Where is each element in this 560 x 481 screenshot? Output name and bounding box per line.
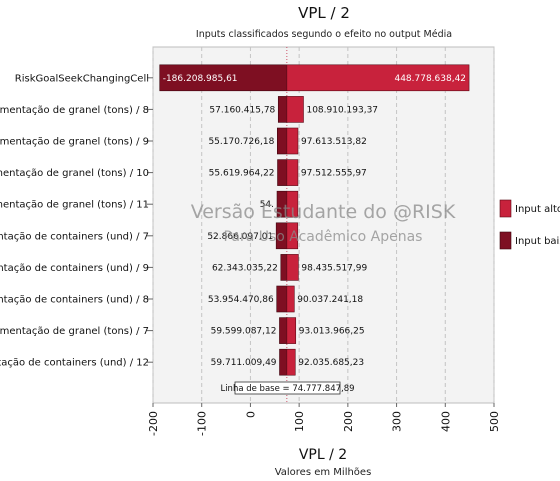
value-label-low: 62.343.035,22 bbox=[212, 263, 278, 273]
category-label: Movimentação de containers (und) / 9 bbox=[0, 263, 149, 274]
bar-low bbox=[280, 254, 288, 281]
chart-subtitle: Inputs classificados segundo o efeito no… bbox=[196, 29, 452, 40]
x-tick-label: -100 bbox=[196, 411, 209, 436]
bar-low bbox=[277, 96, 288, 123]
value-label-low: 57.160.415,78 bbox=[209, 105, 275, 115]
x-tick-label: 400 bbox=[439, 411, 452, 432]
legend-label-high: Input alto bbox=[515, 204, 560, 215]
bar-low bbox=[159, 64, 288, 92]
category-label: Movimentação de granel (tons) / 8 bbox=[0, 105, 149, 116]
legend-label-low: Input baixo bbox=[515, 236, 560, 247]
category-label: Movimentação de granel (tons) / 10 bbox=[0, 168, 149, 179]
category-label: Movimentação de containers (und) / 12 bbox=[0, 358, 149, 369]
baseline-box: Linha de base = 74.777.847,89 bbox=[220, 381, 355, 395]
watermark-line2: Para Uso Acadêmico Apenas bbox=[224, 229, 423, 245]
category-label: Movimentação de granel (tons) / 9 bbox=[0, 137, 149, 148]
x-axis-title: VPL / 2 bbox=[299, 447, 347, 463]
value-label-low: 52.866.097,01 bbox=[207, 232, 273, 242]
bar-high bbox=[286, 285, 295, 313]
value-label-high: 93.013.966,25 bbox=[299, 327, 365, 337]
category-label: Movimentação de containers (und) / 8 bbox=[0, 295, 149, 306]
plot-area bbox=[152, 46, 495, 404]
bar-high bbox=[286, 127, 299, 155]
value-label-high: 97.613.513,82 bbox=[301, 137, 367, 147]
value-label-low: 54. bbox=[260, 200, 274, 210]
legend: Input alto Input baixo bbox=[499, 199, 560, 250]
value-label-high: 97.512.555,97 bbox=[301, 169, 367, 179]
x-tick-label: 100 bbox=[293, 411, 306, 432]
value-label-low: -186.208.985,61 bbox=[163, 74, 238, 84]
bar-high bbox=[286, 317, 297, 344]
bar-low bbox=[277, 127, 288, 155]
category-label: Movimentação de containers (und) / 7 bbox=[0, 231, 149, 242]
bar-low bbox=[279, 317, 288, 344]
legend-swatch-high bbox=[499, 199, 512, 218]
bar-high bbox=[286, 159, 299, 186]
x-axis-subtitle: Valores em Milhões bbox=[275, 467, 372, 478]
baseline-label: Linha de base = 74.777.847,89 bbox=[220, 384, 354, 394]
value-label-high: 90.037.241,18 bbox=[297, 295, 363, 305]
bar-high bbox=[286, 348, 296, 376]
watermark: Versão Estudante do @RISK Para Uso Acadê… bbox=[191, 201, 456, 245]
bar-low bbox=[279, 348, 288, 376]
x-tick-labels: -200 -100 0 100 200 300 400 500 bbox=[147, 403, 501, 436]
category-label: Movimentação de granel (tons) / 11 bbox=[0, 200, 149, 211]
bar-high bbox=[286, 96, 304, 123]
x-tick-label: 200 bbox=[342, 411, 355, 432]
bar-high bbox=[286, 254, 299, 281]
bars-group bbox=[159, 64, 470, 376]
value-label-low: 59.711.009,49 bbox=[211, 358, 277, 368]
value-label-high: 448.778.638,42 bbox=[394, 74, 466, 84]
chart-title: VPL / 2 bbox=[298, 4, 350, 22]
bar-low bbox=[277, 159, 288, 186]
value-label-low: 55.170.726,18 bbox=[208, 137, 274, 147]
value-label-low: 53.954.470,86 bbox=[208, 295, 274, 305]
bar-high bbox=[286, 64, 470, 92]
value-labels: -186.208.985,61 448.778.638,42 57.160.415,… bbox=[163, 74, 466, 368]
value-label-high: 98.435.517,99 bbox=[301, 263, 367, 273]
bar-low bbox=[276, 285, 288, 313]
watermark-line1: Versão Estudante do @RISK bbox=[191, 201, 456, 223]
x-tick-label: -200 bbox=[147, 411, 160, 436]
category-label: RiskGoalSeekChangingCell bbox=[15, 73, 149, 84]
x-tick-label: 300 bbox=[391, 411, 404, 432]
x-tick-label: 500 bbox=[488, 411, 501, 432]
value-label-high: 92.035.685,23 bbox=[298, 358, 364, 368]
value-label-low: 59.599.087,12 bbox=[211, 327, 277, 337]
value-label-low: 55.619.964,22 bbox=[209, 169, 275, 179]
category-label: Movimentação de granel (tons) / 7 bbox=[0, 326, 149, 337]
legend-swatch-low bbox=[499, 231, 512, 250]
value-label-high: 108.910.193,37 bbox=[306, 105, 378, 115]
bar-high bbox=[286, 190, 299, 218]
category-labels: RiskGoalSeekChangingCell Movimentação de … bbox=[0, 73, 153, 369]
x-tick-label: 0 bbox=[244, 411, 257, 418]
bar-high bbox=[286, 222, 299, 250]
